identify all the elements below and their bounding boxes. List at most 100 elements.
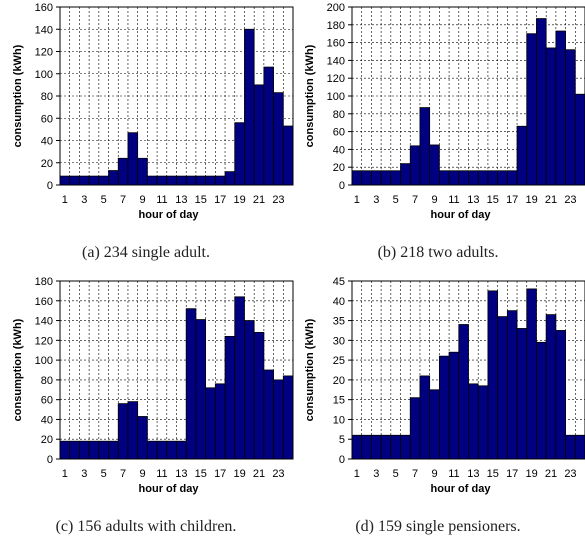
y-tick-label-d: 20: [333, 375, 345, 387]
plot-border-b: [351, 6, 585, 186]
y-tick-label-c: 180: [35, 276, 53, 288]
bar-c-21: [253, 332, 265, 460]
bar-c-14: [185, 308, 197, 460]
plot-border-d: [351, 280, 585, 460]
y-tick-label-c: 160: [35, 296, 53, 308]
bar-d-20: [536, 341, 547, 460]
y-tick-label-b: 120: [327, 73, 345, 85]
y-tick-label-c: 100: [35, 355, 53, 367]
y-tick-label-a: 100: [35, 69, 53, 81]
y-axis-title-a: consumption (kWh): [12, 44, 24, 147]
x-tick-label-c: 15: [195, 468, 207, 480]
y-tick-label-a: 160: [35, 2, 53, 14]
bar-d-21: [545, 314, 557, 460]
x-tick-label-a: 23: [272, 194, 284, 206]
bar-b-16: [497, 170, 508, 186]
x-tick-label-b: 5: [393, 194, 399, 206]
x-tick-label-d: 7: [412, 468, 418, 480]
y-tick-label-d: 35: [333, 316, 345, 328]
y-tick-label-a: 60: [41, 113, 53, 125]
bar-c-13: [176, 440, 187, 460]
bar-a-12: [166, 175, 177, 186]
bar-b-19: [526, 33, 537, 186]
y-tick-label-c: 80: [41, 375, 53, 387]
x-tick-label-b: 3: [373, 194, 379, 206]
bar-c-1: [59, 440, 71, 460]
bar-c-7: [117, 403, 129, 460]
bar-d-6: [400, 434, 411, 460]
x-tick-label-a: 11: [156, 194, 167, 206]
bar-b-1: [351, 170, 363, 186]
bar-d-1: [351, 434, 363, 460]
bar-d-23: [565, 434, 576, 460]
bar-d-7: [409, 397, 421, 460]
bar-d-9: [429, 389, 440, 460]
x-tick-label-b: 23: [564, 194, 576, 206]
bar-d-19: [526, 288, 537, 460]
bar-a-19: [234, 122, 245, 186]
y-tick-label-c: 60: [41, 395, 53, 407]
bar-b-3: [371, 170, 382, 186]
x-tick-label-d: 1: [354, 468, 360, 480]
chart-panel-d: 0 5 10 15 20 25 30 35 40 45 1 3 5 7 9 11 13 15 17 19 21 23 hou…: [292, 274, 585, 548]
bar-a-18: [224, 171, 236, 186]
caption-c: (c) 156 adults with children.: [55, 518, 237, 535]
x-tick-label-b: 1: [354, 194, 360, 206]
x-axis-title-c: hour of day: [139, 483, 200, 495]
bar-b-20: [536, 18, 547, 186]
bar-c-16: [205, 387, 216, 460]
bar-c-4: [88, 440, 100, 460]
bar-b-22: [555, 30, 566, 186]
bar-a-1: [59, 175, 71, 186]
y-tick-label-c: 0: [47, 454, 53, 466]
bar-d-22: [555, 330, 566, 460]
caption-d: (d) 159 single pensioners.: [355, 518, 521, 535]
y-tick-label-d: 0: [339, 454, 345, 466]
bar-b-13: [468, 170, 479, 186]
caption-a: (a) 234 single adult.: [82, 244, 210, 261]
y-tick-label-a: 40: [41, 136, 53, 148]
x-tick-label-d: 19: [525, 468, 537, 480]
bar-d-4: [380, 434, 392, 460]
x-tick-label-c: 5: [101, 468, 107, 480]
bar-b-6: [400, 163, 411, 186]
x-tick-label-c: 3: [81, 468, 87, 480]
y-tick-label-b: 60: [333, 127, 345, 139]
y-tick-label-d: 10: [333, 414, 345, 426]
x-tick-label-a: 5: [101, 194, 107, 206]
bar-a-22: [263, 66, 274, 186]
bar-a-14: [185, 175, 197, 186]
bar-a-16: [205, 175, 216, 186]
bar-a-10: [146, 175, 158, 186]
x-tick-label-c: 11: [156, 468, 167, 480]
bar-a-11: [156, 175, 168, 186]
bar-c-23: [273, 379, 284, 460]
y-tick-label-b: 0: [339, 180, 345, 192]
bar-c-20: [244, 320, 255, 460]
bar-d-8: [419, 375, 431, 460]
x-tick-label-c: 21: [253, 468, 265, 480]
y-axis-title-b: consumption (kWh): [304, 44, 316, 147]
y-axis-title-d: consumption (kWh): [304, 318, 316, 421]
x-axis-title-a: hour of day: [139, 209, 200, 221]
y-tick-label-b: 180: [327, 20, 345, 32]
x-tick-label-c: 13: [175, 468, 187, 480]
y-tick-label-b: 140: [327, 55, 345, 67]
bar-d-15: [487, 290, 499, 460]
x-tick-label-b: 11: [448, 194, 459, 206]
bar-d-13: [468, 383, 479, 460]
y-tick-label-b: 40: [333, 144, 345, 156]
x-tick-label-c: 23: [272, 468, 284, 480]
bar-a-6: [108, 170, 119, 186]
y-tick-label-b: 100: [327, 91, 345, 103]
bar-d-17: [506, 310, 518, 460]
y-tick-label-c: 140: [35, 316, 53, 328]
bar-c-3: [79, 440, 90, 460]
x-tick-label-d: 21: [545, 468, 557, 480]
x-tick-label-a: 3: [81, 194, 87, 206]
x-tick-label-d: 11: [448, 468, 459, 480]
